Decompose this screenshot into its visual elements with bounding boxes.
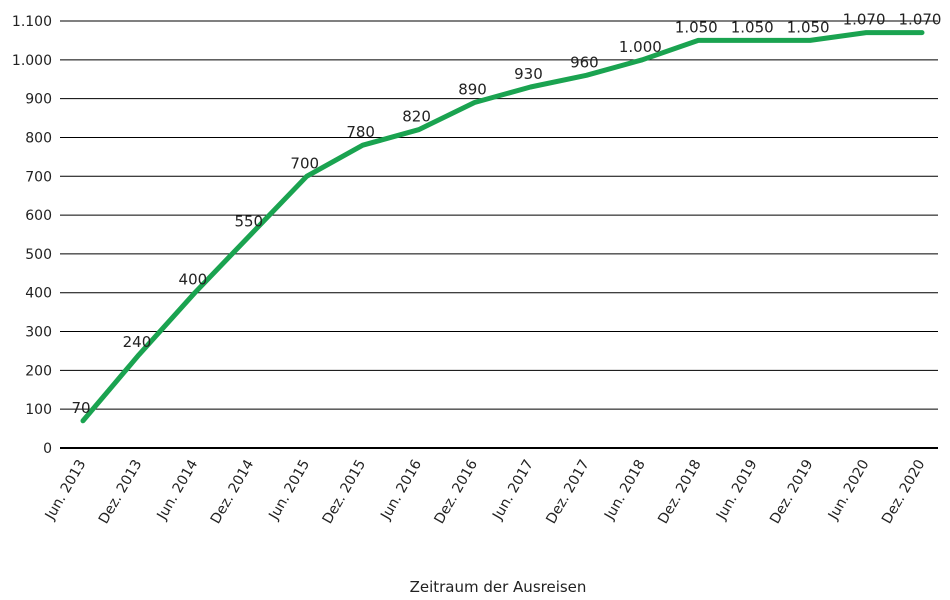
data-label: 240 <box>123 333 152 351</box>
data-label: 700 <box>290 154 319 172</box>
data-label: 1.050 <box>731 18 774 36</box>
y-tick-label: 300 <box>25 325 52 341</box>
data-label: 1.050 <box>675 18 718 36</box>
y-tick-label: 700 <box>25 169 52 185</box>
data-label: 930 <box>514 65 543 83</box>
x-tick-label: Jun. 2016 <box>378 457 426 523</box>
data-label: 1.070 <box>899 11 942 29</box>
data-label: 820 <box>402 108 431 126</box>
x-tick-label: Dez. 2017 <box>543 457 592 527</box>
data-label: 550 <box>234 213 263 231</box>
y-tick-label: 1.000 <box>12 53 52 69</box>
x-tick-label: Jun. 2013 <box>42 457 90 523</box>
x-tick-label: Dez. 2018 <box>655 457 704 527</box>
y-tick-label: 800 <box>25 130 52 146</box>
y-tick-label: 900 <box>25 92 52 108</box>
x-tick-label: Jun. 2017 <box>489 457 537 523</box>
x-tick-label: Dez. 2013 <box>96 457 145 527</box>
x-tick-label: Dez. 2015 <box>320 457 369 527</box>
x-tick-label: Dez. 2014 <box>208 457 258 527</box>
x-tick-label: Jun. 2019 <box>713 457 761 523</box>
data-label: 780 <box>346 123 375 141</box>
x-tick-label: Dez. 2020 <box>879 457 928 527</box>
y-tick-label: 1.100 <box>12 14 52 30</box>
x-tick-label: Dez. 2019 <box>767 457 816 527</box>
data-labels: 70 240 400 550 700 780 820 890 930 960 1.000 1.050 1… <box>71 11 941 417</box>
gridlines <box>60 20 938 449</box>
data-label: 1.050 <box>787 18 830 36</box>
data-label: 1.070 <box>843 11 886 29</box>
y-tick-label: 500 <box>25 247 52 263</box>
x-tick-label: Jun. 2018 <box>601 457 649 523</box>
y-tick-label: 200 <box>25 363 52 379</box>
data-label: 890 <box>458 81 487 99</box>
y-tick-label: 400 <box>25 286 52 302</box>
data-label: 70 <box>71 399 90 417</box>
y-tick-label: 600 <box>25 208 52 224</box>
x-tick-label: Jun. 2014 <box>154 457 202 523</box>
x-tick-label: Dez. 2016 <box>432 457 482 527</box>
x-tick-label: Jun. 2020 <box>825 457 873 523</box>
x-axis-title: Zeitraum der Ausreisen <box>410 578 587 596</box>
data-label: 1.000 <box>619 38 662 56</box>
data-label: 960 <box>570 53 599 71</box>
series-line <box>80 30 925 424</box>
y-tick-label: 0 <box>43 441 52 457</box>
y-tick-label: 100 <box>25 402 52 418</box>
x-tick-label: Jun. 2015 <box>266 457 314 523</box>
y-axis-ticks: 0 100 200 300 400 500 600 700 800 900 1.000 1.100 <box>12 14 52 457</box>
data-label: 400 <box>179 271 208 289</box>
x-axis-ticks: Jun. 2013 Dez. 2013 Jun. 2014 Dez. 2014 Jun.… <box>42 457 929 527</box>
